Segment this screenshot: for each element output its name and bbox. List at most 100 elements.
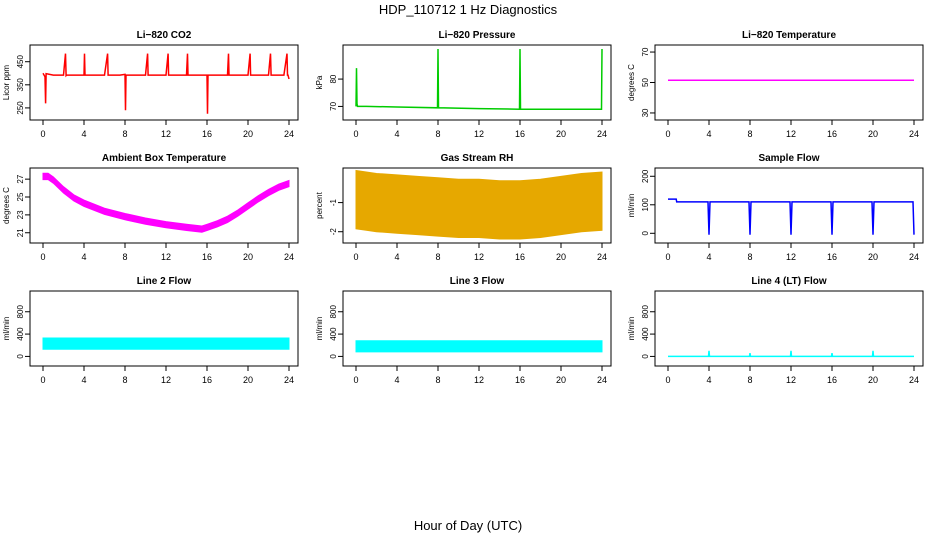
panel-2: Li−820 Temperature degrees C 0 4 8 12 16 20 24 30…	[627, 30, 924, 139]
y-tick-label: 70	[329, 101, 338, 110]
y-tick-label: 200	[641, 169, 650, 183]
x-tick-label: 8	[435, 375, 440, 385]
x-tick-label: 4	[706, 129, 711, 139]
y-axis-label: percent	[315, 191, 324, 218]
plot-frame	[29, 290, 299, 367]
y-axis-label: Licor ppm	[2, 65, 11, 100]
x-tick-label: 0	[353, 375, 358, 385]
panel-title: Line 4 (LT) Flow	[751, 276, 827, 287]
panel-5: Sample Flow ml/min 0 4 8 12 16 20 24 0 100 200	[627, 153, 924, 262]
x-tick-label: 4	[706, 252, 711, 262]
y-axis-label: degrees C	[627, 64, 636, 101]
series-line	[355, 48, 603, 110]
x-tick-label: 24	[597, 129, 607, 139]
x-tick-label: 8	[435, 129, 440, 139]
x-tick-label: 20	[556, 375, 566, 385]
series-line	[43, 175, 290, 230]
x-tick-label: 12	[786, 129, 796, 139]
panel-title: Li−820 Temperature	[742, 30, 836, 41]
x-tick-label: 24	[909, 252, 919, 262]
x-tick-label: 16	[827, 129, 837, 139]
y-axis-label: kPa	[315, 75, 324, 89]
plot-frame	[342, 167, 612, 244]
x-tick-label: 16	[827, 375, 837, 385]
y-tick-label: -2	[329, 228, 338, 236]
panel-7: Line 3 Flow ml/min 0 4 8 12 16 20 24 0 400 800	[315, 276, 612, 385]
y-tick-label: 0	[16, 354, 25, 359]
x-tick-label: 4	[706, 375, 711, 385]
x-tick-label: 12	[161, 129, 171, 139]
panel-title: Line 3 Flow	[450, 276, 505, 287]
x-tick-label: 0	[665, 252, 670, 262]
x-tick-label: 0	[40, 252, 45, 262]
x-tick-label: 20	[868, 252, 878, 262]
x-tick-label: 0	[665, 375, 670, 385]
series-line	[42, 53, 290, 114]
x-tick-label: 8	[747, 129, 752, 139]
figure-title: HDP_110712 1 Hz Diagnostics	[378, 2, 558, 17]
plot-frame	[342, 44, 612, 121]
x-tick-label: 24	[284, 129, 294, 139]
y-tick-label: 27	[16, 174, 25, 183]
y-tick-label: 0	[641, 354, 650, 359]
y-tick-label: 80	[329, 74, 338, 83]
x-tick-label: 20	[556, 129, 566, 139]
x-tick-label: 20	[868, 375, 878, 385]
y-tick-label: 30	[641, 108, 650, 117]
y-tick-label: 400	[329, 327, 338, 341]
panel-4: Gas Stream RH percent 0 4 8 12 16 20 24 -2 -1	[315, 153, 612, 262]
x-tick-label: 12	[161, 375, 171, 385]
x-tick-label: 16	[515, 129, 525, 139]
panel-1: Li−820 Pressure kPa 0 4 8 12 16 20 24 70 80	[315, 30, 612, 139]
x-tick-label: 8	[435, 252, 440, 262]
y-tick-label: 350	[16, 78, 25, 92]
plot-frame	[654, 44, 924, 121]
panel-title: Ambient Box Temperature	[102, 153, 227, 164]
x-tick-label: 20	[243, 129, 253, 139]
x-tick-label: 24	[909, 129, 919, 139]
y-tick-label: 50	[641, 78, 650, 87]
y-tick-label: 23	[16, 210, 25, 219]
panel-3: Ambient Box Temperature degrees C 0 4 8 12 16 2…	[2, 153, 299, 262]
series-band	[355, 169, 603, 240]
x-tick-label: 24	[909, 375, 919, 385]
y-tick-label: 400	[16, 327, 25, 341]
x-tick-label: 16	[515, 375, 525, 385]
x-tick-label: 12	[786, 252, 796, 262]
x-tick-label: 0	[40, 129, 45, 139]
x-tick-label: 20	[243, 252, 253, 262]
x-tick-label: 12	[786, 375, 796, 385]
x-tick-label: 12	[474, 252, 484, 262]
x-tick-label: 20	[868, 129, 878, 139]
x-tick-label: 0	[353, 252, 358, 262]
x-tick-label: 16	[202, 375, 212, 385]
x-tick-label: 24	[597, 375, 607, 385]
x-tick-label: 24	[284, 252, 294, 262]
y-tick-label: 21	[16, 228, 25, 237]
x-tick-label: 8	[122, 129, 127, 139]
series-line	[668, 198, 915, 235]
plot-frame	[342, 290, 612, 367]
panel-title: Line 2 Flow	[137, 276, 192, 287]
x-tick-label: 12	[161, 252, 171, 262]
y-tick-label: 0	[641, 231, 650, 236]
x-tick-label: 16	[202, 129, 212, 139]
y-tick-label: 400	[641, 327, 650, 341]
x-tick-label: 20	[243, 375, 253, 385]
y-tick-label: 100	[641, 198, 650, 212]
y-axis-label: ml/min	[2, 317, 11, 341]
y-axis-label: ml/min	[627, 194, 636, 218]
x-tick-label: 0	[665, 129, 670, 139]
panel-title: Gas Stream RH	[441, 153, 514, 164]
x-tick-label: 8	[747, 375, 752, 385]
series-line	[355, 198, 603, 211]
x-tick-label: 16	[202, 252, 212, 262]
x-tick-label: 8	[747, 252, 752, 262]
y-tick-label: 450	[16, 54, 25, 68]
y-axis-label: degrees C	[2, 187, 11, 224]
x-tick-label: 0	[40, 375, 45, 385]
series-line	[668, 350, 914, 358]
y-tick-label: 800	[16, 305, 25, 319]
x-tick-label: 16	[827, 252, 837, 262]
